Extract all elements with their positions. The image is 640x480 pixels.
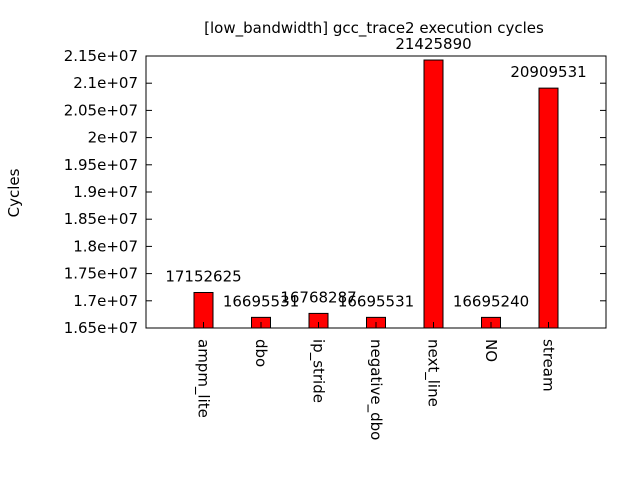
- y-tick-label: 2.05e+07: [64, 101, 138, 119]
- x-tick-label: ampm_lite: [194, 339, 213, 418]
- x-tick-label: ip_stride: [309, 339, 328, 403]
- y-tick-label: 1.7e+07: [73, 292, 138, 310]
- y-axis-ticks: 1.65e+07 1.7e+07 1.75e+07 1.8e+07 1.85e+07 1.…: [64, 47, 606, 337]
- y-axis-label: Cycles: [5, 168, 23, 217]
- x-tick-label: stream: [540, 339, 558, 392]
- y-tick-label: 1.9e+07: [73, 183, 138, 201]
- value-label: 20909531: [510, 63, 586, 81]
- y-tick-label: 1.85e+07: [64, 210, 138, 228]
- value-label: 16695240: [453, 292, 529, 310]
- y-tick-label: 1.65e+07: [64, 319, 138, 337]
- bar-next_line: [423, 59, 444, 329]
- value-label: 17152625: [165, 267, 241, 285]
- y-tick-label: 2.1e+07: [73, 74, 138, 92]
- x-tick-label: next_line: [424, 339, 443, 407]
- plot-frame: [145, 55, 607, 329]
- bar-stream: [538, 87, 559, 329]
- chart-title: [low_bandwidth] gcc_trace2 execution cyc…: [204, 19, 544, 38]
- y-tick-label: 2e+07: [88, 129, 138, 147]
- bars: [193, 59, 559, 329]
- x-tick-label: NO: [482, 339, 500, 362]
- value-label: 16695531: [338, 292, 414, 310]
- value-label: 16768287: [280, 288, 356, 306]
- value-label: 21425890: [395, 35, 471, 53]
- x-tick-label: dbo: [252, 339, 270, 367]
- y-tick-label: 1.75e+07: [64, 265, 138, 283]
- x-tick-label: negative_dbo: [366, 339, 385, 440]
- y-tick-label: 1.8e+07: [73, 237, 138, 255]
- y-tick-label: 2.15e+07: [64, 47, 138, 65]
- x-axis-ticks: ampm_lite dbo ip_stride negative_dbo next_li…: [194, 322, 558, 440]
- y-tick-label: 1.95e+07: [64, 156, 138, 174]
- value-label: 16695531: [223, 292, 299, 310]
